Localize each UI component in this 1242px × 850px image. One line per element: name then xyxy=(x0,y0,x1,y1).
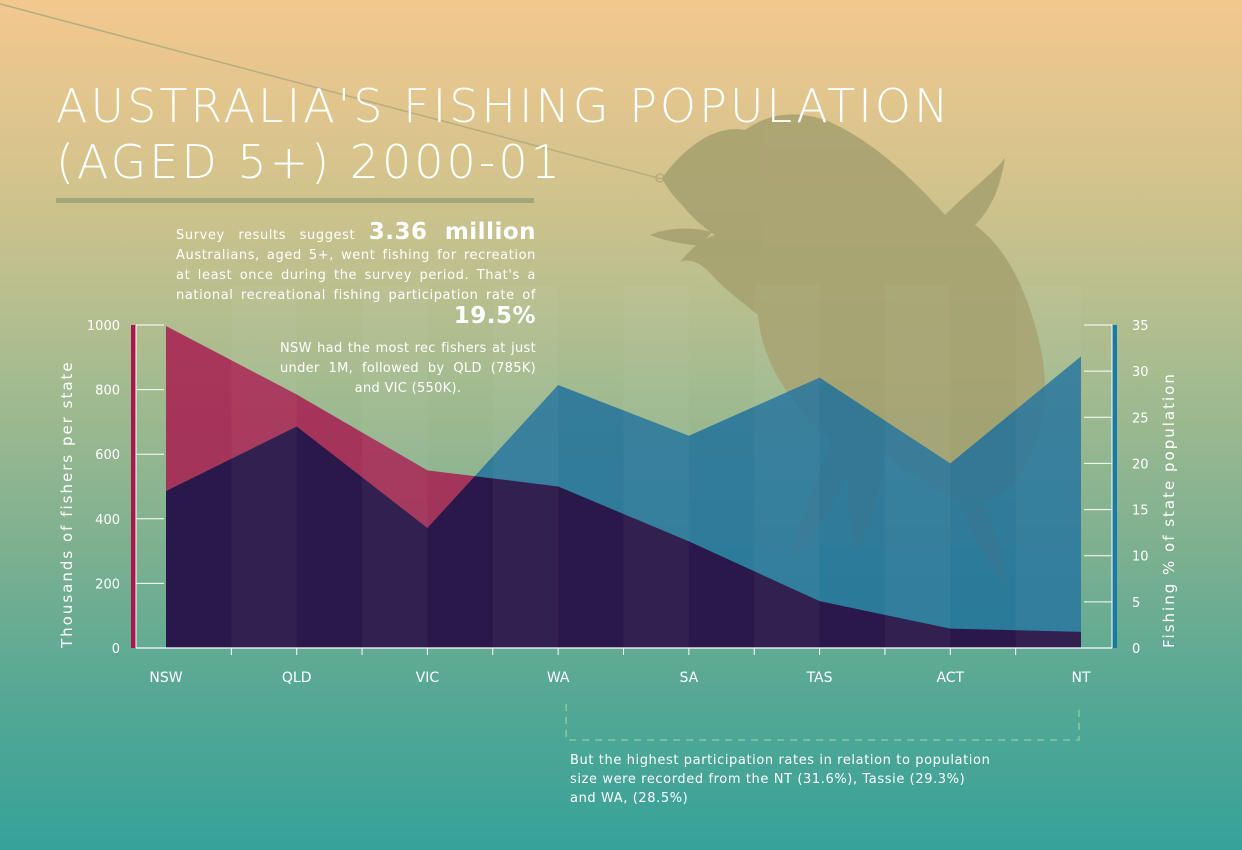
left-axis-title: Thousands of fishers per state xyxy=(58,360,76,649)
x-axis-tick-label: TAS xyxy=(806,670,833,686)
x-axis-tick-label: SA xyxy=(679,670,698,686)
column-band xyxy=(754,285,819,648)
right-axis-tick-label: 30 xyxy=(1132,365,1149,380)
summary-lead: Survey results suggest xyxy=(176,228,356,243)
left-axis-tick-label: 1000 xyxy=(87,319,120,334)
column-band xyxy=(624,285,689,648)
x-axis-tick-label: NT xyxy=(1071,670,1090,686)
x-axis-tick-label: NSW xyxy=(149,670,182,686)
participation-rate-highlight: 19.5% xyxy=(453,303,536,329)
left-axis-tick-label: 600 xyxy=(95,448,120,463)
left-axis-tick-label: 200 xyxy=(95,577,120,592)
right-axis-tick-label: 25 xyxy=(1132,411,1149,426)
right-axis-tick-label: 5 xyxy=(1132,596,1140,611)
summary-body: Australians, aged 5+, went fishing for r… xyxy=(176,248,536,303)
right-axis-tick-label: 10 xyxy=(1132,550,1149,565)
x-axis-tick-label: ACT xyxy=(936,670,964,686)
left-axis-tick-label: 400 xyxy=(95,513,120,528)
x-axis-tick-label: QLD xyxy=(282,670,312,686)
right-axis-tick-label: 20 xyxy=(1132,457,1149,472)
title-line-1: Australia's fishing population xyxy=(56,79,952,133)
column-band xyxy=(1016,285,1081,648)
right-axis-tick-label: 15 xyxy=(1132,504,1149,519)
right-y-axis: 0 5 10 15 20 25 30 35 xyxy=(1084,319,1149,657)
right-axis-title: Fishing % of state population xyxy=(1160,372,1178,648)
note-line-2: size were recorded from the NT (31.6%), … xyxy=(570,772,966,787)
area-chart xyxy=(165,285,1082,648)
total-fishers-highlight: 3.36 million xyxy=(368,219,537,245)
left-axis-accent-bar xyxy=(131,325,136,648)
summary-paragraph: Survey results suggest 3.36 million Aust… xyxy=(176,219,537,330)
column-band xyxy=(885,285,950,648)
note-line-3: and WA, (28.5%) xyxy=(570,791,689,806)
fishing-line xyxy=(0,3,663,180)
x-axis-tick-label: VIC xyxy=(416,670,440,686)
state-ranking-note: NSW had the most rec fishers at just und… xyxy=(280,341,536,396)
wa-to-nt-bracket xyxy=(565,704,1080,741)
participation-rate-note: But the highest participation rates in r… xyxy=(570,751,1090,808)
title-line-2: (aged 5+) 2000-01 xyxy=(56,135,563,189)
x-axis: NSW QLD VIC WA SA TAS ACT NT xyxy=(136,647,1112,686)
left-axis-tick-label: 800 xyxy=(95,384,120,399)
x-axis-tick-label: WA xyxy=(547,670,570,686)
left-y-axis: 0 200 400 600 800 1000 xyxy=(87,319,164,657)
title-underline xyxy=(56,198,534,203)
right-axis-tick-label: 0 xyxy=(1132,642,1140,657)
overlap-area xyxy=(166,426,1081,648)
note-line-1: But the highest participation rates in r… xyxy=(570,753,991,768)
right-axis-accent-bar xyxy=(1112,325,1117,648)
right-axis-tick-label: 35 xyxy=(1132,319,1149,334)
page-title: Australia's fishing population (aged 5+)… xyxy=(56,78,951,190)
left-axis-tick-label: 0 xyxy=(112,642,120,657)
